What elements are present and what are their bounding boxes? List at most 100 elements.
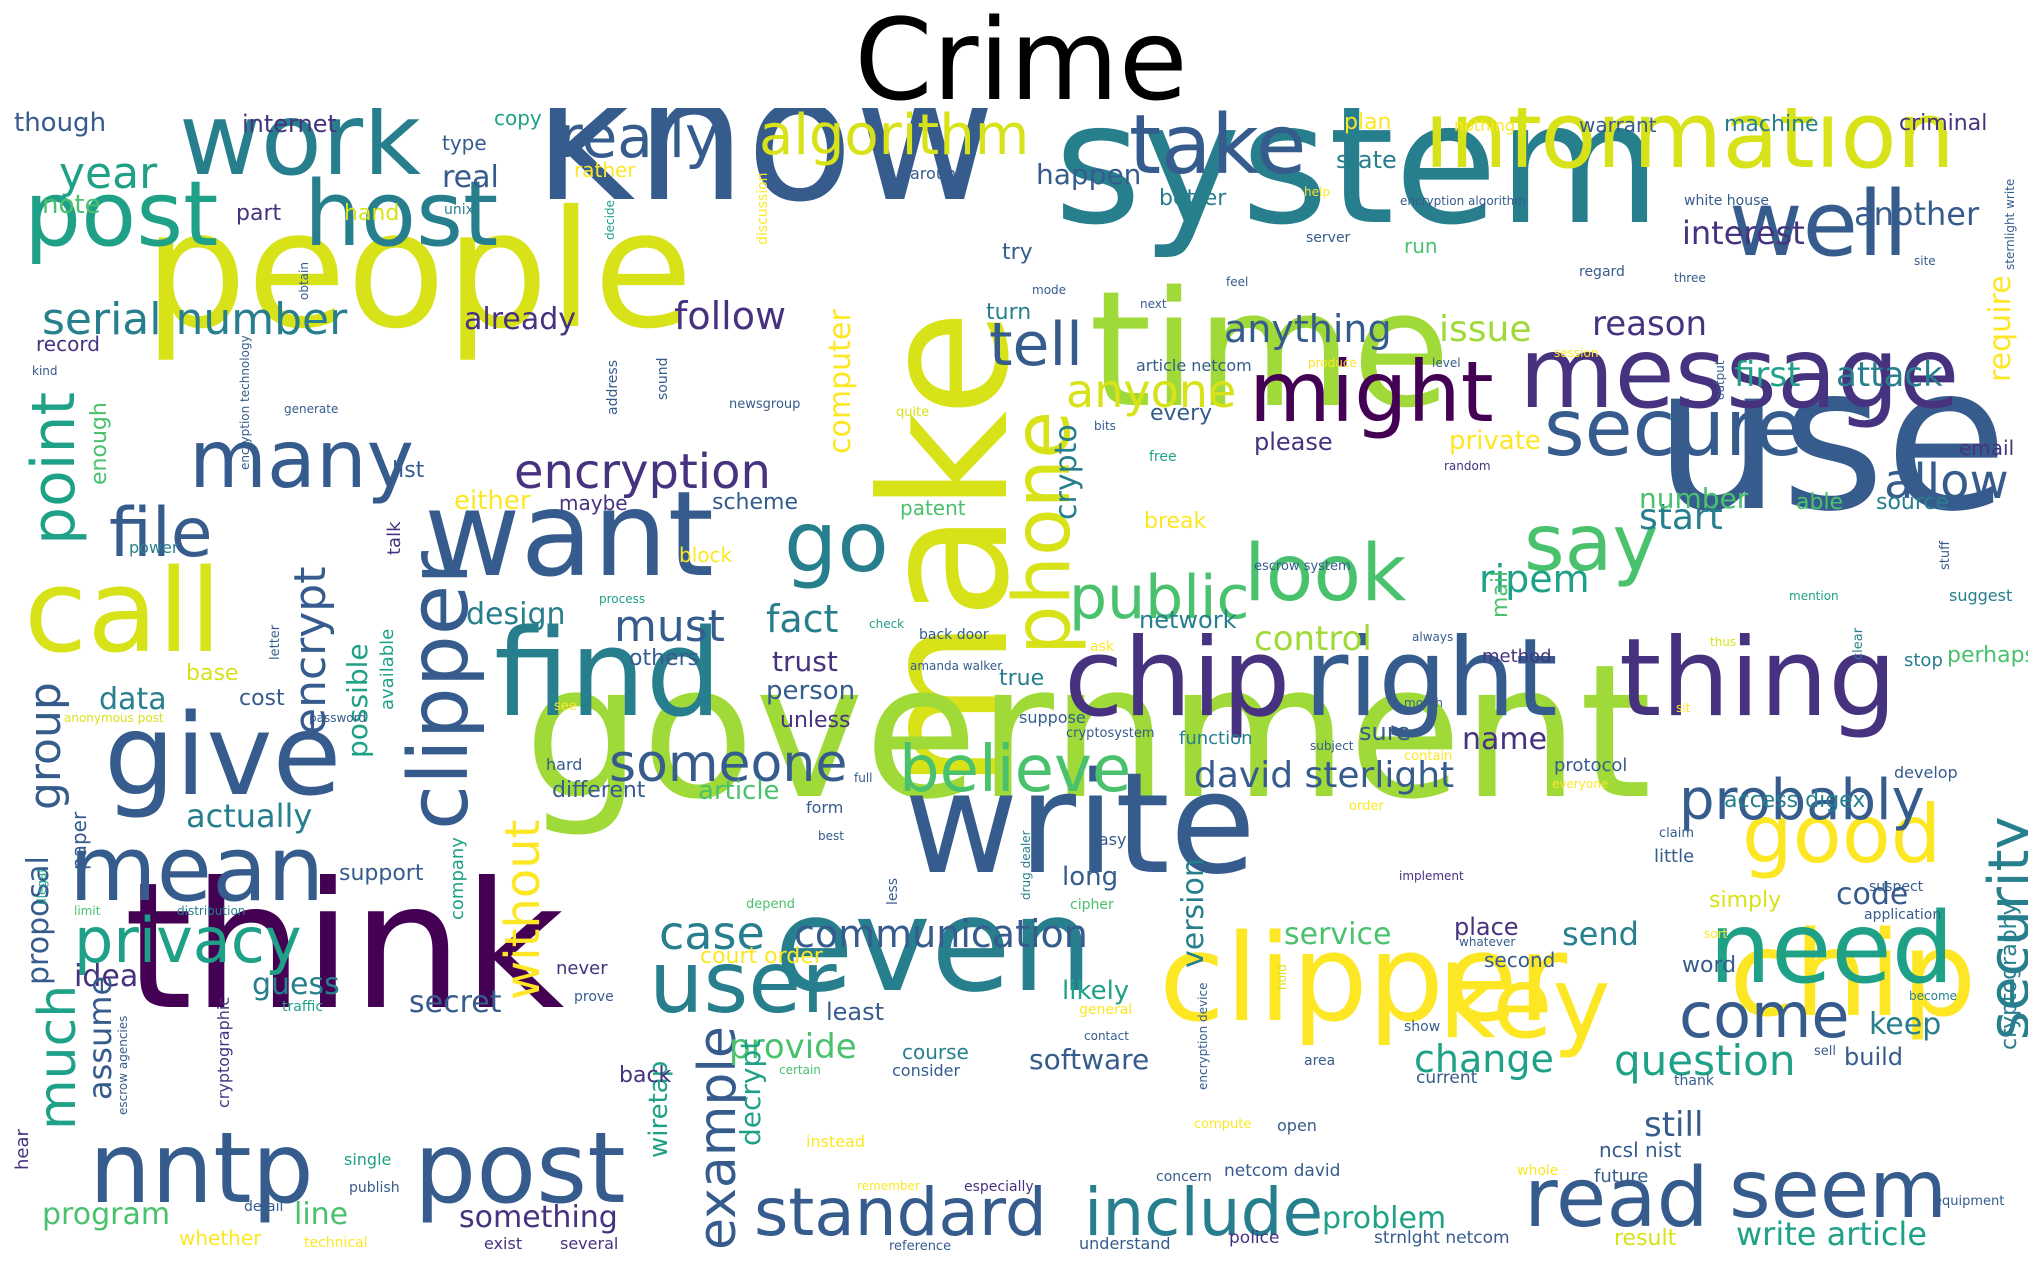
word-nntp: nntp	[89, 1112, 314, 1226]
word-contact: contact	[1084, 1029, 1129, 1043]
word-chip-large: chip	[1729, 905, 1977, 1043]
word-crypto: crypto	[1049, 424, 1084, 520]
word-server: server	[1306, 230, 1351, 246]
word-cloud: know people system make time use governm…	[14, 108, 2028, 1260]
word-first: first	[1734, 355, 1801, 395]
word-sternlight-write: sternlight write	[2003, 178, 2017, 270]
word-private: private	[1449, 426, 1541, 456]
word-current: current	[1416, 1068, 1478, 1088]
word-obtain: obtain	[297, 262, 311, 300]
word-anonymous-post: anonymous post	[64, 711, 164, 725]
word-write: write	[904, 743, 1256, 906]
word-paper: paper	[67, 811, 91, 870]
word-suggest: suggest	[1949, 586, 2013, 605]
word-anything: anything	[1224, 307, 1392, 351]
word-never: never	[556, 958, 608, 979]
word-include: include	[1084, 1174, 1324, 1251]
word-able: able	[1796, 490, 1844, 515]
word-privacy: privacy	[74, 904, 302, 977]
word-already: already	[464, 302, 577, 337]
word-even: even	[774, 869, 1094, 1021]
word-illegal: illegal	[35, 869, 49, 905]
word-many: many	[189, 413, 414, 506]
word-mail: mail	[1488, 570, 1513, 618]
word-reference: reference	[889, 1239, 952, 1254]
word-copy: copy	[494, 108, 542, 130]
word-anyone: anyone	[1066, 364, 1237, 418]
word-encryption-algorithm: encryption algorithm	[1400, 194, 1526, 208]
word-produce: produce	[1308, 356, 1357, 370]
word-access-digex: access digex	[1724, 788, 1866, 813]
word-cost: cost	[239, 686, 285, 711]
word-password: password	[309, 711, 366, 725]
word-distribution: distribution	[177, 904, 246, 918]
word-provide: provide	[729, 1027, 857, 1067]
word-source: source	[1876, 490, 1950, 515]
word-line: line	[294, 1197, 349, 1232]
word-rather: rather	[574, 158, 636, 182]
word-good: good	[1742, 788, 1942, 881]
word-area: area	[1304, 1053, 1336, 1069]
word-understand: understand	[1079, 1234, 1171, 1253]
word-session: session	[1554, 346, 1599, 360]
word-person: person	[766, 676, 856, 706]
word-always: always	[1412, 630, 1454, 644]
word-encryption-technology: encryption technology	[238, 335, 252, 470]
word-use: use	[1654, 323, 2009, 556]
word-work: work	[179, 108, 421, 198]
word-try: try	[1002, 240, 1033, 265]
word-unix: unix	[444, 202, 474, 218]
word-system: system	[1054, 108, 1662, 262]
word-require: require	[1983, 275, 2018, 382]
word-computer: computer	[823, 309, 858, 454]
word-internet: internet	[242, 110, 337, 138]
word-name: name	[1462, 722, 1548, 757]
word-result: result	[1614, 1226, 1677, 1251]
word-right: right	[1304, 616, 1558, 741]
word-course: course	[902, 1040, 969, 1064]
word-thing: thing	[1619, 616, 1897, 741]
word-court-order: court order	[700, 944, 823, 969]
word-standard: standard	[754, 1174, 1047, 1251]
word-enough: enough	[87, 402, 112, 485]
word-question: question	[1614, 1036, 1796, 1085]
word-stop: stop	[1904, 650, 1943, 671]
word-email: email	[1959, 436, 2015, 460]
word-decrypt: decrypt	[734, 1038, 767, 1146]
word-drug-dealer: drug dealer	[1019, 830, 1033, 900]
word-little: little	[1654, 846, 1695, 867]
word-netcom-david: netcom david	[1224, 1161, 1341, 1181]
word-allow: allow	[1884, 454, 2009, 510]
word-free: free	[1149, 449, 1177, 465]
word-break: break	[1144, 509, 1207, 534]
word-subject: subject	[1310, 739, 1354, 753]
word-something: something	[459, 1200, 618, 1235]
word-change: change	[1414, 1037, 1554, 1081]
word-order: order	[1349, 799, 1384, 814]
word-case: case	[659, 906, 765, 960]
word-ncsl-nist: ncsl nist	[1599, 1138, 1682, 1162]
word-others: others	[629, 646, 700, 671]
word-ask: ask	[1090, 639, 1114, 655]
word-thank: thank	[1674, 1073, 1714, 1089]
word-clipper-vertical: clipper	[392, 551, 487, 830]
word-still: still	[1644, 1105, 1704, 1145]
word-encryption: encryption	[514, 444, 771, 500]
word-build: build	[1844, 1043, 1904, 1071]
word-believe: believe	[899, 733, 1132, 807]
word-software: software	[1029, 1043, 1150, 1076]
word-seem: seem	[1729, 1143, 1948, 1236]
word-application: application	[1864, 907, 1942, 923]
word-part: part	[236, 201, 282, 226]
word-type: type	[442, 131, 487, 155]
word-protocol: protocol	[1554, 755, 1628, 776]
chart-title: Crime	[854, 0, 1188, 126]
word-bits: bits	[1094, 419, 1116, 433]
word-warrant: warrant	[1579, 113, 1657, 137]
word-easy: easy	[1089, 830, 1127, 849]
word-regard: regard	[1579, 264, 1625, 280]
word-available: available	[377, 628, 398, 710]
word-discussion: discussion	[755, 172, 771, 245]
word-exist: exist	[484, 1234, 523, 1253]
word-everyone: everyone	[1552, 777, 1609, 791]
